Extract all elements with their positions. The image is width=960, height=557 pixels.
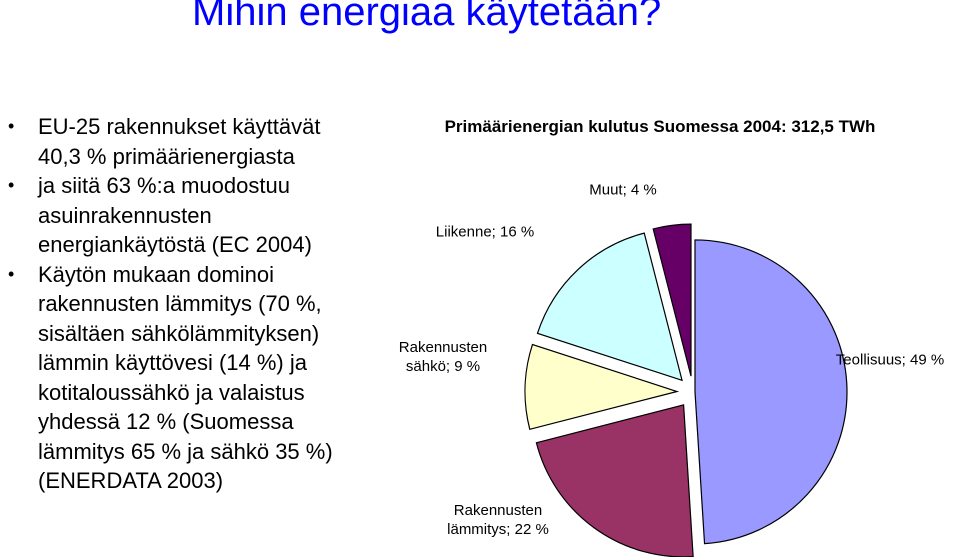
slice-label: Teollisuus; 49 % — [835, 351, 945, 369]
pie-slice — [535, 404, 694, 557]
bullet: ja siitä 63 %:a muodostuu asuinrakennust… — [8, 171, 368, 260]
slice-label: Liikenne; 16 % — [435, 223, 535, 241]
bullet-list: EU-25 rakennukset käyttävät 40,3 % primä… — [8, 112, 368, 496]
pie-slice — [524, 343, 680, 431]
slice-label: Rakennusten sähkö; 9 % — [398, 339, 488, 375]
bullet: EU-25 rakennukset käyttävät 40,3 % primä… — [8, 112, 368, 171]
chart-title: Primäärienergian kulutus Suomessa 2004: … — [444, 117, 876, 136]
bullet: Käytön mukaan dominoi rakennusten lämmit… — [8, 260, 368, 496]
pie-slice — [694, 239, 848, 545]
slide-title: Mihin energiaa käytetään? — [192, 0, 662, 34]
pie-slice — [536, 232, 683, 382]
pie-slice — [652, 223, 692, 377]
slice-label: Muut; 4 % — [589, 181, 657, 199]
slice-label: Rakennusten lämmitys; 22 % — [447, 502, 549, 538]
